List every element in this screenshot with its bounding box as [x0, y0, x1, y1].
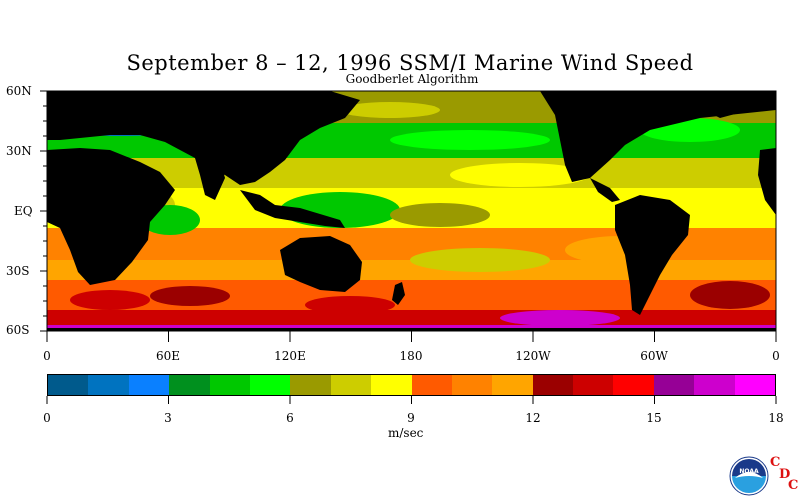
cdc-letter-c2: C [788, 478, 799, 493]
lon-label-120e: 120E [274, 349, 306, 363]
colorbar-segment [48, 375, 89, 395]
colorbar-segment [613, 375, 654, 395]
colorbar-segment [694, 375, 735, 395]
africa [47, 148, 175, 285]
colorbar-segment [371, 375, 412, 395]
colorbar-tick-12: 12 [525, 411, 541, 425]
patch [390, 130, 550, 150]
patch [390, 203, 490, 227]
colorbar-tick-18: 18 [768, 411, 784, 425]
lat-ticks [40, 90, 47, 332]
lon-label-0-end: 0 [772, 349, 780, 363]
cdc-letter-d: D [779, 467, 791, 482]
south-america [615, 195, 690, 315]
colorbar-segment [290, 375, 331, 395]
eurasia [47, 91, 360, 185]
patch [500, 310, 620, 326]
lat-label-30n: 30N [6, 144, 32, 158]
map-field [47, 91, 776, 331]
map-title: September 8 – 12, 1996 SSM/I Marine Wind… [126, 51, 694, 75]
australia [280, 236, 362, 292]
noaa-logo: NOAA [729, 456, 769, 496]
lat-label-60s: 60S [6, 323, 30, 337]
india [195, 158, 225, 200]
lat-label-30s: 30S [6, 264, 30, 278]
patch [410, 248, 550, 272]
colorbar-segment [532, 375, 574, 395]
antarctica [47, 328, 776, 331]
patch [450, 163, 590, 187]
noaa-logo-text: NOAA [739, 468, 759, 475]
patch [305, 296, 395, 314]
colorbar-tick-15: 15 [646, 411, 662, 425]
map-subtitle: Goodberlet Algorithm [345, 72, 479, 86]
band-south-subtropics [47, 260, 776, 280]
colorbar-units: m/sec [388, 426, 424, 440]
colorbar-segment [249, 375, 291, 395]
colorbar-tick-3: 3 [164, 411, 172, 425]
cdc-letter-c1: C [770, 455, 781, 470]
colorbar-segment [88, 375, 129, 395]
lon-label-180: 180 [399, 349, 423, 363]
central-america [590, 178, 620, 202]
colorbar-tick-6: 6 [286, 411, 294, 425]
lon-label-0: 0 [43, 349, 51, 363]
lon-label-60w: 60W [640, 349, 668, 363]
colorbar-segment [492, 375, 533, 395]
patch [340, 102, 440, 118]
new-zealand [392, 282, 405, 305]
patch [70, 290, 150, 310]
colorbar-ticks [46, 396, 777, 404]
greenland [690, 91, 760, 118]
land [47, 91, 776, 331]
africa-west-edge [758, 148, 776, 215]
colorbar-segment [169, 375, 210, 395]
lon-label-120w: 120W [515, 349, 551, 363]
lon-ticks [46, 331, 777, 342]
colorbar-segment [573, 375, 614, 395]
colorbar-segment [411, 375, 452, 395]
colorbar-segment [734, 375, 776, 395]
colorbar-segment [330, 375, 372, 395]
lon-label-60e: 60E [155, 349, 181, 363]
lat-label-eq: EQ [14, 204, 33, 218]
colorbar-segment [451, 375, 493, 395]
colorbar-segment [653, 375, 695, 395]
colorbar-tick-0: 0 [43, 411, 51, 425]
indonesia [240, 190, 345, 228]
patch [690, 281, 770, 309]
patch [150, 286, 230, 306]
colorbar-segment [128, 375, 170, 395]
colorbar-segment [209, 375, 250, 395]
wind-speed-colorbar [47, 374, 776, 396]
lat-label-60n: 60N [6, 84, 32, 98]
colorbar-tick-9: 9 [407, 411, 415, 425]
